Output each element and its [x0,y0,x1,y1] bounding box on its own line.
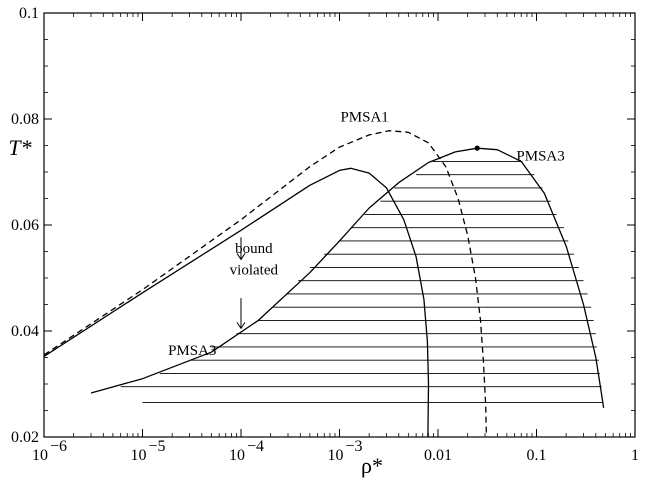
y-axis-ticks: 0.02 0.04 0.06 0.08 0.1 [11,5,635,446]
y-tick-label: 0.1 [19,5,39,22]
annotation-label: violated [230,262,279,278]
critical-point [474,145,480,151]
x-tick-label: 10 [229,447,245,464]
curves [43,130,605,438]
x-tick-exponent: −6 [50,438,67,455]
series-line-pmsa3 [90,147,605,408]
x-tick-label: 10 [32,447,48,464]
y-tick-label: 0.02 [11,429,39,446]
y-tick-label: 0.06 [11,217,39,234]
x-axis-ticks: 10−610−510−410−30.01 0.1 1 [32,13,639,464]
x-tick-label: 1 [631,447,639,464]
annotation-label: bound [235,241,273,257]
annotation-label: PMSA1 [340,110,388,126]
annotations: PMSA1 PMSA3 PMSA3 bound violated [168,110,565,359]
y-tick-label: 0.04 [11,323,39,340]
x-tick-label: 10 [131,447,147,464]
tie-lines [120,160,603,403]
annotation-label: PMSA3 [168,343,216,359]
series-line-pmsa1 [43,130,488,438]
y-tick-label: 0.08 [11,111,39,128]
x-tick-exponent: −3 [346,438,363,455]
x-tick-exponent: −4 [247,438,264,455]
x-tick-label: 0.01 [424,447,452,464]
y-axis-label: T* [8,135,31,160]
series-line-pmsa3 [43,167,430,438]
arrow-head [236,322,246,330]
arrow-head [236,253,246,261]
annotation-label: PMSA3 [516,148,564,164]
x-tick-label: 0.1 [527,447,547,464]
x-tick-exponent: −5 [149,438,166,455]
x-tick-label: 10 [328,447,344,464]
x-axis-label: ρ* [361,453,383,478]
